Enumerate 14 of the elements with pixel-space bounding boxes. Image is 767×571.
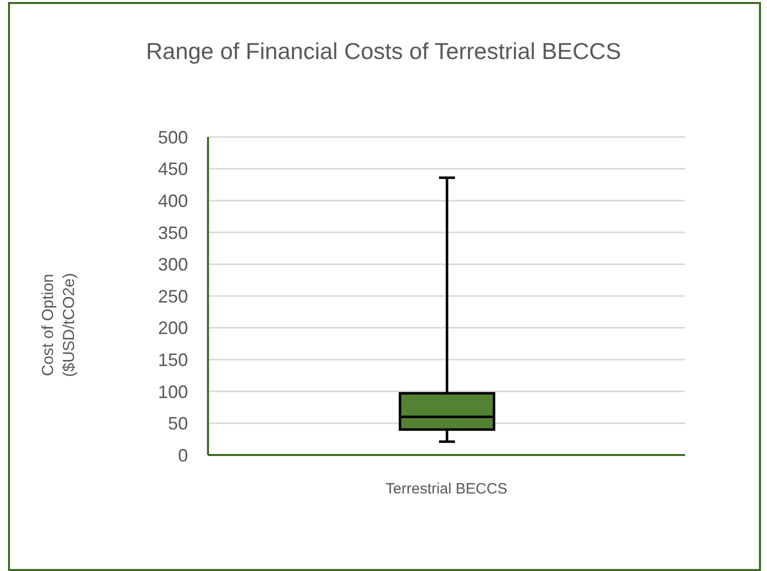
- y-tick-label: 450: [158, 159, 188, 180]
- y-tick-label: 350: [158, 222, 188, 243]
- y-tick-label: 150: [158, 350, 188, 370]
- chart-title: Range of Financial Costs of Terrestrial BECCS: [144, 38, 622, 65]
- y-tick-label: 400: [158, 190, 188, 211]
- y-tick-label: 200: [158, 318, 188, 338]
- y-tick-label: 100: [158, 382, 188, 402]
- y-axis-title: Cost of Option ($USD/tCO2e): [39, 272, 79, 380]
- y-tick-label: 300: [158, 254, 188, 275]
- y-tick-label: 0: [178, 445, 188, 466]
- y-tick-label: 500: [158, 127, 188, 148]
- y-tick-label: 50: [168, 414, 188, 434]
- y-tick-label: 250: [158, 286, 188, 306]
- x-tick-label: Terrestrial BECCS: [386, 480, 508, 498]
